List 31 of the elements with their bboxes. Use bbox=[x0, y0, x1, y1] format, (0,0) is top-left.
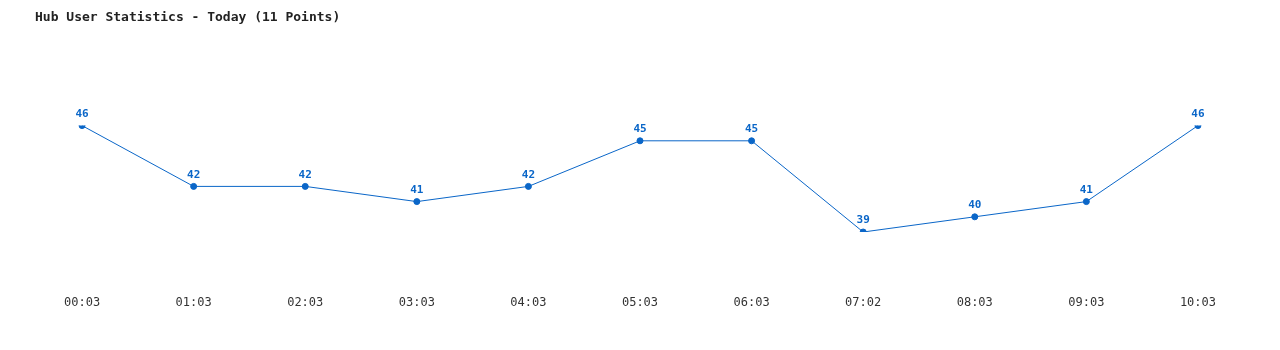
data-label: 42 bbox=[187, 167, 201, 181]
x-tick-label: 09:03 bbox=[1068, 295, 1105, 310]
point bbox=[971, 213, 979, 221]
data-label: 42 bbox=[298, 167, 312, 181]
x-tick-label: 02:03 bbox=[287, 295, 324, 310]
data-label: 46 bbox=[1191, 106, 1205, 120]
data-label: 39 bbox=[856, 213, 870, 227]
point bbox=[636, 137, 644, 145]
x-tick-label: 08:03 bbox=[956, 295, 993, 310]
x-tick-label: 10:03 bbox=[1179, 295, 1216, 310]
x-tick-label: 06:03 bbox=[733, 295, 770, 310]
x-tick-label: 01:03 bbox=[175, 295, 212, 310]
point bbox=[413, 198, 421, 206]
data-label: 40 bbox=[968, 198, 982, 212]
x-tick-label: 04:03 bbox=[510, 295, 547, 310]
x-tick-label: 05:03 bbox=[621, 295, 659, 310]
point bbox=[1082, 198, 1090, 206]
x-tick-label: 03:03 bbox=[398, 295, 435, 310]
chart-title: Hub User Statistics - Today (11 Points) bbox=[35, 9, 341, 25]
point bbox=[524, 182, 532, 190]
point bbox=[748, 137, 756, 145]
point bbox=[301, 182, 309, 190]
data-label: 41 bbox=[1079, 182, 1094, 196]
data-label: 45 bbox=[633, 122, 647, 136]
data-label: 46 bbox=[75, 106, 90, 120]
data-label: 45 bbox=[744, 122, 759, 136]
point bbox=[190, 182, 198, 190]
data-label: 42 bbox=[521, 167, 536, 181]
data-label: 41 bbox=[410, 182, 424, 196]
x-tick-label: 00:03 bbox=[64, 295, 101, 310]
x-tick-label: 07:02 bbox=[845, 295, 882, 310]
